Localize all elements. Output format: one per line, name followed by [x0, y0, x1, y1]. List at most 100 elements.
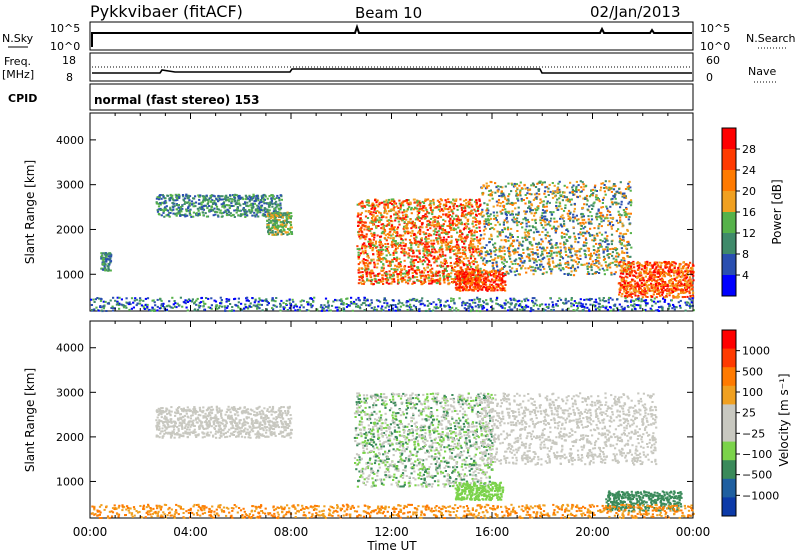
echo-cell	[379, 239, 382, 242]
echo-cell	[210, 194, 213, 197]
echo-cell	[578, 248, 581, 251]
echo-cell	[281, 214, 284, 217]
echo-cell	[289, 231, 292, 233]
echo-cell	[402, 204, 405, 207]
echo-cell	[416, 269, 419, 272]
echo-cell	[287, 217, 290, 220]
echo-cell	[507, 182, 510, 185]
echo-cell	[456, 262, 459, 265]
echo-cell	[687, 264, 690, 267]
echo-cell	[250, 210, 253, 213]
echo-cell	[462, 237, 465, 240]
echo-cell	[516, 187, 519, 190]
echo-cell	[569, 181, 572, 184]
echo-cell	[366, 279, 369, 282]
echo-cell	[364, 251, 367, 254]
echo-cell	[439, 202, 442, 205]
echo-cell	[420, 243, 423, 246]
echo-cell	[423, 278, 426, 281]
echo-cell	[559, 249, 562, 252]
echo-cell	[622, 194, 625, 197]
echo-cell	[461, 249, 465, 252]
echo-cell	[654, 267, 657, 270]
echo-cell	[413, 237, 416, 240]
echo-cell	[545, 209, 548, 212]
echo-cell	[619, 232, 622, 235]
echo-cell	[366, 255, 369, 258]
echo-cell	[562, 220, 566, 223]
echo-cell	[419, 202, 422, 205]
echo-cell	[378, 259, 381, 262]
echo-cell	[534, 226, 537, 229]
echo-cell	[357, 225, 360, 227]
echo-cell	[359, 213, 362, 216]
echo-cell	[563, 232, 566, 235]
echo-cell	[582, 215, 585, 218]
echo-cell	[599, 239, 602, 242]
echo-cell	[376, 219, 379, 222]
echo-cell	[363, 281, 366, 284]
echo-cell	[632, 263, 635, 266]
echo-cell	[273, 215, 276, 218]
echo-cell	[469, 244, 472, 247]
echo-cell	[618, 264, 621, 267]
echo-cell	[488, 260, 492, 262]
echo-cell	[511, 263, 514, 265]
echo-cell	[372, 223, 375, 226]
echo-cell	[189, 213, 192, 216]
echo-cell	[157, 196, 160, 199]
echo-cell	[544, 195, 547, 198]
echo-cell	[473, 216, 476, 219]
echo-cell	[470, 283, 473, 286]
echo-cell	[439, 254, 442, 257]
echo-cell	[455, 288, 459, 291]
echo-cell	[511, 218, 514, 221]
echo-cell	[436, 220, 439, 223]
echo-cell	[177, 204, 180, 207]
echo-cell	[198, 202, 201, 205]
echo-cell	[426, 223, 429, 226]
echo-cell	[404, 243, 407, 245]
echo-cell	[465, 198, 468, 201]
echo-cell	[263, 198, 266, 201]
echo-cell	[493, 250, 496, 253]
echo-cell	[260, 204, 264, 207]
echo-cell	[423, 233, 426, 236]
echo-cell	[476, 279, 479, 282]
echo-cell	[252, 206, 255, 209]
echo-cell	[410, 258, 413, 261]
echo-cell	[373, 231, 376, 234]
echo-cell	[493, 258, 496, 261]
echo-cell	[371, 206, 374, 209]
echo-cell	[276, 212, 279, 215]
echo-cell	[473, 271, 476, 274]
echo-cell	[627, 282, 630, 285]
echo-cell	[550, 227, 554, 230]
echo-cell	[469, 240, 473, 243]
echo-cell	[511, 250, 514, 253]
echo-cell	[403, 210, 406, 213]
echo-cell	[668, 266, 671, 269]
echo-cell	[520, 187, 523, 190]
echo-cell	[572, 184, 575, 187]
echo-cell	[453, 269, 456, 272]
echo-cell	[546, 234, 550, 237]
echo-cell	[455, 257, 458, 260]
echo-cell	[216, 208, 219, 210]
echo-cell	[387, 224, 390, 227]
echo-cell	[449, 224, 452, 226]
echo-cell	[460, 255, 463, 258]
echo-cell	[529, 229, 532, 232]
echo-cell	[408, 239, 412, 241]
echo-cell	[444, 229, 447, 232]
echo-cell	[557, 263, 560, 266]
echo-cell	[427, 198, 430, 201]
echo-cell	[458, 284, 461, 286]
echo-cell	[618, 213, 621, 216]
echo-cell	[531, 209, 535, 212]
echo-cell	[361, 279, 364, 282]
echo-cell	[605, 264, 608, 267]
echo-cell	[685, 267, 688, 270]
echo-cell	[455, 270, 458, 273]
echo-cell	[646, 287, 649, 290]
